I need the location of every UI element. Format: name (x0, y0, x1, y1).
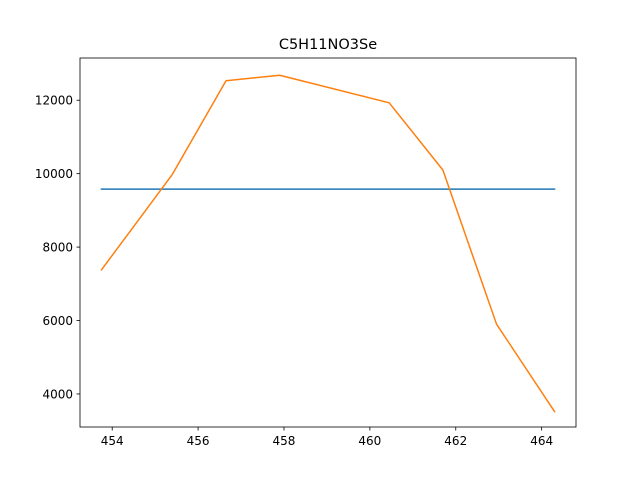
y-tick-label: 6000 (42, 314, 73, 328)
y-tick-label: 8000 (42, 241, 73, 255)
x-tick-label: 456 (187, 434, 210, 448)
x-tick-label: 458 (273, 434, 296, 448)
x-tick-label: 464 (530, 434, 553, 448)
series-line-2 (100, 74, 556, 413)
axes-layer: 454 456 458 460 462 464 4000 6000 8000 10000 12000 (35, 57, 577, 448)
plot-frame (79, 57, 577, 428)
y-tick-label: 4000 (42, 387, 73, 401)
x-tick-label: 462 (444, 434, 467, 448)
x-tick-label: 460 (358, 434, 381, 448)
y-tick-label: 12000 (35, 94, 73, 108)
y-tick-label: 10000 (35, 167, 73, 181)
x-tick-label: 454 (101, 434, 124, 448)
series-layer (100, 74, 556, 413)
chart-title: C5H11NO3Se (279, 37, 377, 53)
